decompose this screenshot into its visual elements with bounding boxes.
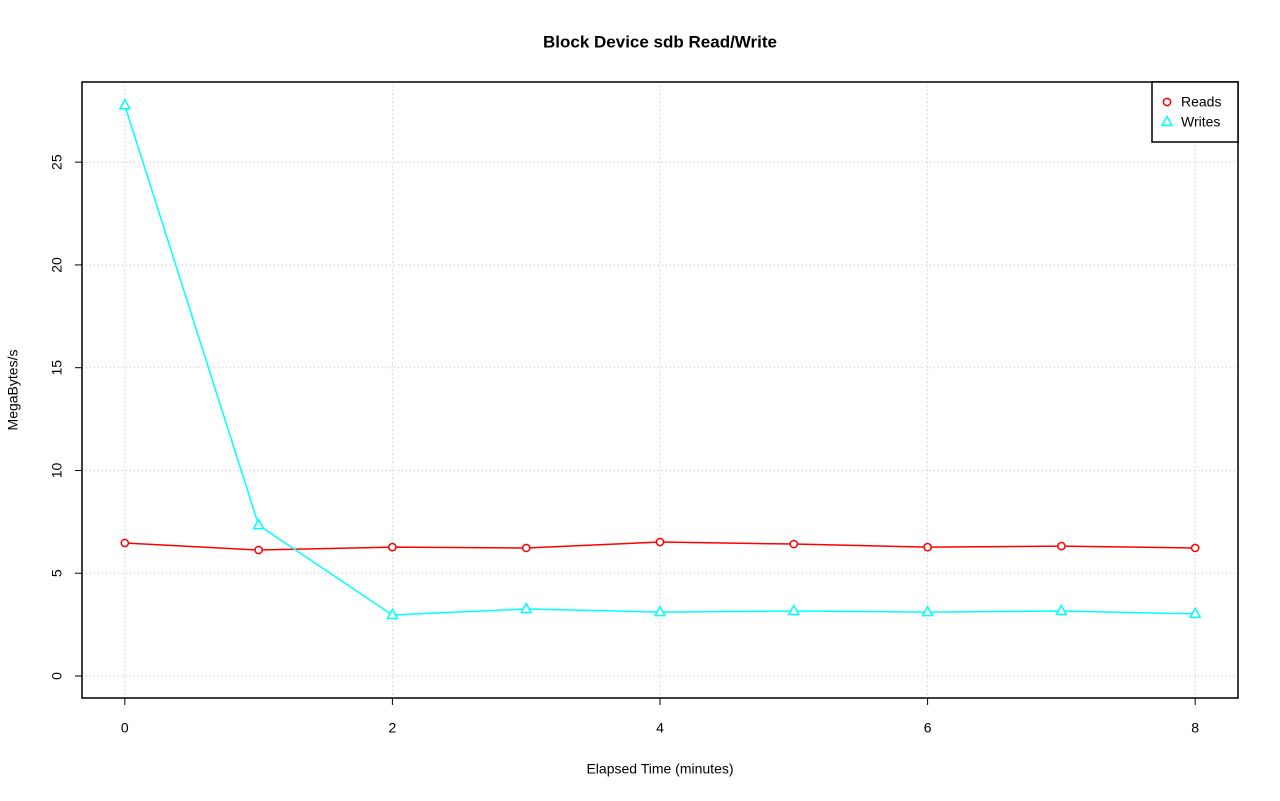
- point: [655, 537, 665, 547]
- x-tick-label: 8: [1191, 720, 1199, 736]
- point: [923, 542, 932, 552]
- legend-marker: [1160, 114, 1174, 127]
- x-tick-label: 6: [924, 720, 932, 736]
- point: [787, 604, 801, 616]
- x-axis-label: Elapsed Time (minutes): [586, 761, 733, 777]
- x-tick-label: 0: [121, 720, 129, 736]
- point: [388, 542, 397, 552]
- point: [252, 518, 265, 530]
- x-tick-label: 4: [656, 720, 664, 736]
- legend-marker: [1162, 97, 1172, 107]
- y-tick-label: 5: [49, 569, 65, 577]
- point: [120, 538, 130, 548]
- point: [386, 607, 399, 620]
- point: [789, 539, 799, 549]
- legend-box: [1151, 81, 1239, 143]
- y-tick-label: 15: [49, 360, 65, 376]
- chart-title: Block Device sdb Read/Write: [543, 32, 777, 51]
- y-tick-label: 20: [49, 257, 65, 273]
- point: [1055, 604, 1068, 616]
- point: [1057, 541, 1066, 551]
- legend-label: Reads: [1181, 94, 1221, 110]
- point: [653, 605, 667, 617]
- plot-frame: [81, 81, 1239, 699]
- point: [118, 98, 132, 110]
- x-tick-label: 2: [389, 720, 397, 736]
- point: [521, 543, 531, 553]
- point: [1190, 543, 1200, 553]
- point: [921, 605, 934, 617]
- y-tick-label: 10: [49, 462, 65, 478]
- legend-label: Writes: [1181, 114, 1220, 130]
- point: [254, 545, 263, 555]
- y-tick-label: 0: [49, 672, 65, 680]
- point: [519, 601, 533, 614]
- y-tick-label: 25: [49, 154, 65, 170]
- point: [1188, 606, 1202, 619]
- y-axis-label: MegaBytes/s: [5, 350, 21, 431]
